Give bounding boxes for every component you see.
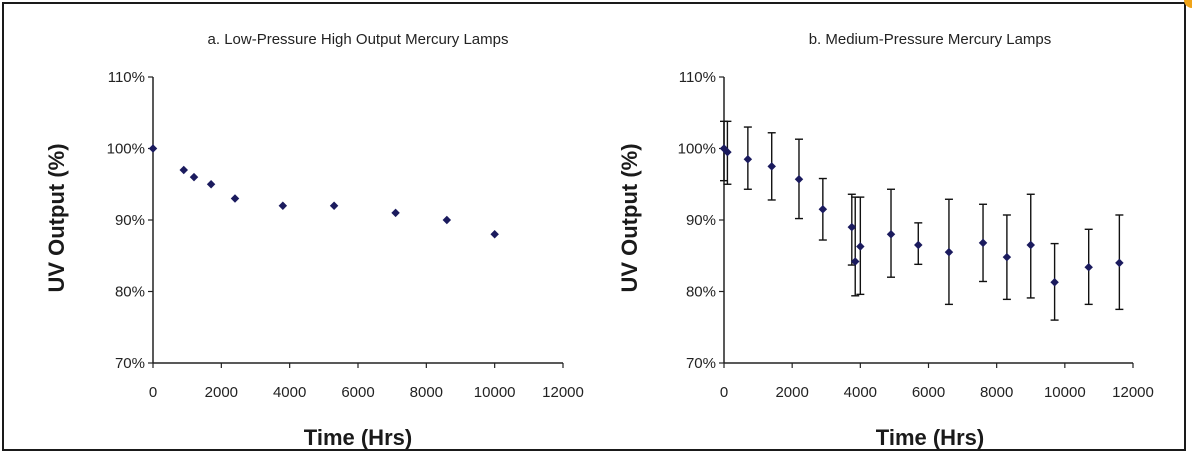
data-point [442, 215, 452, 225]
data-point [1026, 240, 1035, 250]
panel-a-y-tick-label: 110% [108, 69, 145, 86]
panel-a-low-pressure: a. Low-Pressure High Output Mercury Lamp… [44, 31, 584, 450]
panel-b-medium-pressure: b. Medium-Pressure Mercury Lamps UV Outp… [617, 31, 1154, 450]
panel-a-y-axis-label: UV Output (%) [44, 143, 69, 292]
panel-b-x-tick-label: 6000 [912, 384, 945, 401]
data-point [148, 144, 158, 153]
panel-b-data-points [719, 144, 1124, 287]
panel-b-title: b. Medium-Pressure Mercury Lamps [809, 31, 1052, 48]
data-point [1050, 277, 1059, 287]
panel-b-y-tick-label: 80% [686, 284, 716, 301]
data-point [1084, 262, 1093, 272]
data-point [278, 201, 288, 210]
panel-a-y-tick-label: 80% [115, 284, 145, 301]
panel-a-tick-labels: 70% 80% 90% 100% 110% 0 2000 4000 6000 8000 10000 1… [107, 69, 584, 401]
data-point [391, 208, 400, 218]
data-point [1115, 258, 1124, 268]
panel-b-x-tick-label: 2000 [775, 384, 808, 401]
data-point [767, 162, 776, 171]
data-point [944, 247, 954, 257]
panel-a-y-tick-label: 100% [107, 141, 145, 158]
data-point [490, 230, 499, 239]
panel-a-x-tick-label: 12000 [542, 384, 584, 401]
panel-b-tick-labels: 70% 80% 90% 100% 110% 0 2000 4000 6000 8000 10000 1… [678, 69, 1154, 401]
data-point [886, 230, 896, 239]
panel-a-y-tick-label: 90% [115, 212, 145, 229]
panel-b-x-axis-label: Time (Hrs) [876, 425, 984, 450]
panel-b-y-tick-label: 110% [679, 69, 716, 86]
data-point [794, 175, 804, 184]
panel-a-x-tick-label: 8000 [410, 384, 443, 401]
panel-a-title: a. Low-Pressure High Output Mercury Lamp… [208, 31, 509, 48]
data-point [329, 201, 339, 210]
panel-b-x-tick-label: 12000 [1112, 384, 1154, 401]
panel-a-x-tick-label: 0 [149, 384, 157, 401]
panel-b-x-tick-label: 8000 [980, 384, 1013, 401]
panel-a-data-points [148, 144, 499, 239]
panel-b-y-axis-label: UV Output (%) [617, 143, 642, 292]
panel-b-y-tick-label: 100% [678, 141, 716, 158]
data-point [206, 180, 216, 189]
corner-mark [1184, 0, 1192, 8]
panel-b-x-tick-label: 10000 [1044, 384, 1086, 401]
data-point [1002, 252, 1012, 262]
data-point [743, 154, 753, 164]
panel-b-error-bars [720, 120, 1124, 321]
panel-b-axes [719, 76, 1134, 368]
panel-a-y-tick-label: 70% [115, 355, 145, 372]
panel-b-x-tick-label: 0 [720, 384, 728, 401]
panel-b-y-tick-label: 70% [686, 355, 716, 372]
panel-a-x-axis-label: Time (Hrs) [304, 425, 412, 450]
data-point [818, 205, 828, 214]
panel-b-x-tick-label: 4000 [844, 384, 877, 401]
data-point [230, 194, 240, 203]
panel-a-x-tick-label: 10000 [474, 384, 516, 401]
panel-a-axes [148, 76, 564, 368]
data-point [189, 172, 199, 182]
panel-b-y-tick-label: 90% [686, 212, 716, 229]
data-point [856, 242, 865, 251]
data-point [978, 238, 988, 248]
panel-a-x-tick-label: 2000 [205, 384, 238, 401]
data-point [914, 240, 923, 250]
panel-a-x-tick-label: 6000 [341, 384, 374, 401]
panel-a-x-tick-label: 4000 [273, 384, 306, 401]
data-point [850, 257, 860, 266]
data-point [179, 165, 188, 175]
